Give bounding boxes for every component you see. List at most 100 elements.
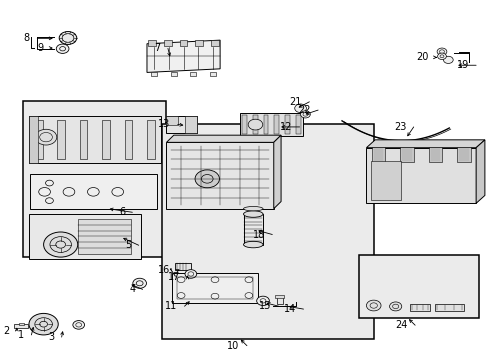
Text: 15: 15: [259, 301, 271, 311]
Bar: [163, 40, 171, 45]
Bar: [195, 40, 203, 45]
Bar: [22, 101, 166, 257]
Text: 23: 23: [393, 122, 406, 132]
Circle shape: [436, 48, 446, 55]
Circle shape: [366, 300, 380, 311]
Bar: [29, 116, 160, 163]
Circle shape: [437, 53, 446, 59]
Bar: [175, 263, 190, 270]
Bar: [211, 40, 219, 45]
Polygon shape: [273, 135, 281, 209]
Text: 3: 3: [48, 332, 54, 342]
Bar: [242, 115, 246, 134]
Bar: [14, 324, 28, 328]
Bar: [165, 116, 197, 134]
Bar: [399, 147, 413, 162]
Text: 9: 9: [38, 43, 43, 53]
Text: 16: 16: [158, 265, 170, 275]
Ellipse shape: [243, 241, 263, 248]
Bar: [177, 277, 252, 299]
Bar: [409, 305, 429, 311]
Bar: [263, 115, 268, 134]
Bar: [371, 147, 385, 162]
Circle shape: [29, 314, 58, 335]
Bar: [80, 120, 87, 159]
Text: 7: 7: [154, 44, 160, 53]
Circle shape: [247, 119, 262, 130]
Text: 5: 5: [125, 240, 131, 250]
Text: 21: 21: [289, 97, 302, 107]
Text: 18: 18: [252, 230, 264, 239]
Circle shape: [56, 44, 69, 53]
Bar: [209, 72, 215, 76]
Bar: [295, 115, 300, 134]
Bar: [29, 214, 141, 259]
Bar: [252, 115, 257, 134]
Bar: [274, 295, 284, 298]
Circle shape: [195, 170, 219, 188]
Bar: [170, 72, 176, 76]
Circle shape: [73, 320, 84, 329]
Bar: [179, 40, 187, 45]
Text: 20: 20: [416, 52, 428, 62]
Bar: [428, 147, 442, 162]
Bar: [102, 120, 110, 159]
Bar: [430, 148, 440, 161]
Bar: [148, 40, 156, 45]
Text: 17: 17: [167, 272, 180, 282]
Text: 22: 22: [298, 105, 310, 115]
Text: 4: 4: [129, 284, 135, 294]
Bar: [458, 148, 468, 161]
Polygon shape: [166, 135, 281, 142]
Text: 11: 11: [164, 301, 177, 311]
Circle shape: [300, 111, 310, 118]
Circle shape: [184, 270, 196, 278]
Circle shape: [35, 129, 57, 145]
Bar: [366, 148, 475, 203]
Ellipse shape: [243, 207, 263, 211]
Ellipse shape: [243, 211, 263, 217]
Bar: [57, 120, 65, 159]
Bar: [166, 142, 273, 209]
Circle shape: [373, 173, 397, 191]
Text: 2: 2: [3, 325, 9, 336]
Text: 24: 24: [395, 320, 407, 330]
Bar: [172, 273, 257, 303]
Bar: [35, 120, 42, 159]
Bar: [124, 120, 132, 159]
Bar: [285, 115, 289, 134]
Bar: [434, 305, 463, 311]
Bar: [456, 147, 470, 162]
Text: 8: 8: [24, 33, 30, 43]
Bar: [276, 296, 282, 304]
Circle shape: [443, 56, 452, 63]
Polygon shape: [475, 140, 484, 203]
Text: 10: 10: [227, 341, 239, 351]
Circle shape: [133, 278, 146, 288]
Bar: [274, 115, 279, 134]
Bar: [165, 116, 178, 125]
Bar: [243, 214, 263, 244]
Circle shape: [59, 32, 77, 44]
Text: 19: 19: [456, 60, 468, 70]
Bar: [147, 120, 155, 159]
Circle shape: [389, 302, 401, 311]
Bar: [373, 148, 383, 161]
Bar: [190, 72, 196, 76]
Bar: [29, 116, 38, 163]
Circle shape: [256, 296, 269, 306]
Bar: [78, 220, 131, 253]
Bar: [401, 148, 411, 161]
Text: 1: 1: [18, 330, 24, 340]
Bar: [151, 72, 157, 76]
Bar: [358, 255, 478, 318]
Text: 12: 12: [279, 122, 292, 132]
Bar: [30, 174, 157, 210]
Bar: [161, 124, 373, 338]
Polygon shape: [147, 40, 220, 72]
Circle shape: [43, 232, 78, 257]
Text: 14: 14: [284, 304, 296, 314]
Bar: [184, 116, 197, 134]
Bar: [19, 323, 24, 325]
Circle shape: [294, 104, 306, 113]
